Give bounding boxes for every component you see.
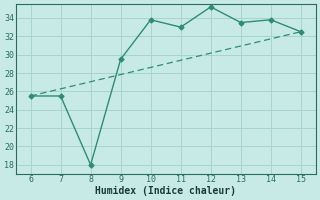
X-axis label: Humidex (Indice chaleur): Humidex (Indice chaleur) (95, 186, 236, 196)
